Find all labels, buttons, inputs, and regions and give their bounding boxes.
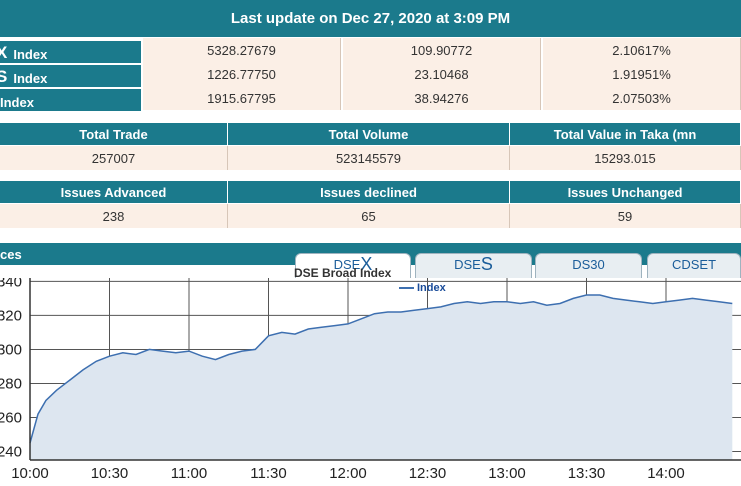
index-value-cell: 1226.77750 [143, 62, 341, 86]
x-tick-label: 11:30 [250, 465, 286, 482]
x-tick-label: 13:00 [488, 465, 526, 482]
tab-label: DSE [333, 257, 361, 272]
trade-value: 257007 [0, 146, 228, 170]
tab-dsex[interactable]: DSE X [295, 253, 411, 279]
x-tick-label: 10:00 [11, 465, 49, 482]
tab-cdset[interactable]: CDSET [647, 253, 741, 279]
y-tick-label: 340 [0, 278, 22, 290]
y-tick-label: 260 [0, 409, 22, 426]
tab-label: DSE [454, 257, 481, 272]
index-row-label: Index [0, 89, 141, 111]
x-tick-label: 12:00 [329, 465, 367, 482]
chart-title: DSE Broad Index [294, 266, 392, 280]
tab-ds30[interactable]: DS30 [535, 253, 642, 279]
issues-header: Issues declined [228, 181, 510, 203]
trade-value: 15293.015 [510, 146, 741, 170]
x-tick-label: 14:00 [647, 465, 685, 482]
x-tick-label: 13:30 [568, 465, 606, 482]
x-tick-label: 12:30 [409, 465, 447, 482]
index-row-code: X [0, 43, 8, 62]
trade-value: 523145579 [228, 146, 510, 170]
issues-value: 65 [228, 204, 510, 228]
y-tick-label: 320 [0, 307, 22, 324]
y-tick-label: 280 [0, 375, 22, 392]
index-percent-cell: 2.07503% [543, 86, 741, 110]
x-tick-label: 10:30 [91, 465, 129, 482]
last-update-bar: Last update on Dec 27, 2020 at 3:09 PM [0, 0, 741, 37]
legend-label: Index [417, 282, 446, 294]
trade-header: Total Volume [228, 123, 510, 145]
index-row-name: Index [13, 47, 48, 62]
y-tick-label: 300 [0, 341, 22, 358]
index-change-cell: 109.90772 [343, 38, 541, 62]
issues-value: 59 [510, 204, 741, 228]
index-value-cell: 1915.67795 [143, 86, 341, 110]
index-row-label: X Index [0, 41, 141, 63]
issues-header: Issues Advanced [0, 181, 228, 203]
tab-label-suffix: S [480, 254, 493, 274]
index-change-cell: 38.94276 [343, 86, 541, 110]
index-row-name: Index [13, 71, 48, 86]
issues-header: Issues Unchanged [510, 181, 741, 203]
index-value-cell: 5328.27679 [143, 38, 341, 62]
index-row-name: Index [0, 95, 34, 110]
tab-label: CDSET [671, 257, 717, 272]
tab-label: DS30 [572, 257, 605, 272]
tab-dses[interactable]: DSE S [415, 253, 532, 279]
trade-header: Total Value in Taka (mn [510, 123, 741, 145]
index-percent-cell: 2.10617% [543, 38, 741, 62]
trade-header: Total Trade [0, 123, 228, 145]
chart-series-line [29, 294, 733, 444]
section-header-label: ces [0, 246, 22, 262]
index-percent-cell: 1.91951% [543, 62, 741, 86]
legend-swatch [399, 287, 414, 289]
last-update-text: Last update on Dec 27, 2020 at 3:09 PM [230, 10, 511, 27]
issues-value: 238 [0, 204, 228, 228]
y-tick-label: 240 [0, 443, 22, 460]
x-tick-label: 11:00 [171, 465, 207, 482]
tab-label-suffix: X [360, 254, 373, 274]
index-row-code: S [0, 67, 8, 86]
x-axis-ticks: 10:00 10:30 11:00 11:30 12:00 12:30 13:00 13:30… [11, 465, 685, 482]
y-axis-ticks: 240 260 280 300 320 340 [0, 278, 22, 460]
chart-area-fill [30, 295, 733, 460]
index-row-label: S Index [0, 65, 141, 87]
chart-legend: Index [399, 282, 446, 294]
index-change-cell: 23.10468 [343, 62, 541, 86]
